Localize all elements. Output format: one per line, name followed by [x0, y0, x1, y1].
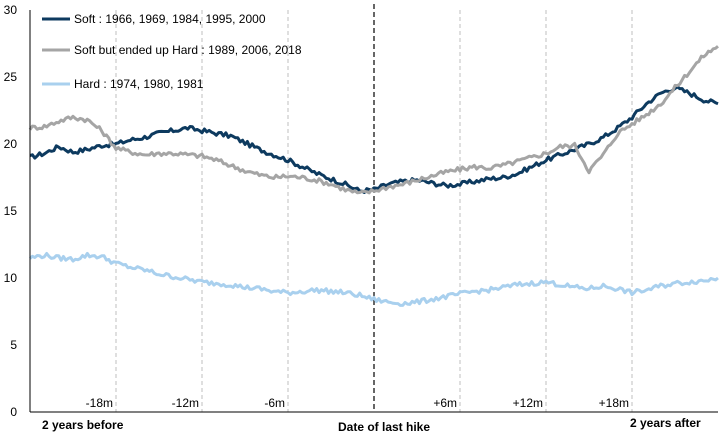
series-line-0 — [29, 85, 719, 194]
marker-label-4: +12m — [513, 396, 543, 410]
legend: Soft : 1966, 1969, 1984, 1995, 2000 Soft … — [42, 12, 302, 91]
y-tick-label-4: 20 — [4, 137, 18, 151]
y-axis — [29, 10, 718, 413]
y-tick-labels: 0 5 10 15 20 25 30 — [4, 3, 18, 419]
marker-lines: -18m -12m -6m +6m +12m +18m — [86, 4, 633, 412]
y-tick-label-1: 5 — [10, 338, 17, 352]
y-tick-label-2: 10 — [4, 271, 18, 285]
marker-label-5: +18m — [599, 396, 629, 410]
y-tick-label-5: 25 — [4, 70, 18, 84]
x-label-start: 2 years before — [42, 418, 124, 432]
series-line-2 — [28, 251, 719, 307]
y-tick-label-3: 15 — [4, 204, 18, 218]
legend-label-2: Hard : 1974, 1980, 1981 — [74, 77, 204, 91]
y-tick-label-6: 30 — [4, 3, 18, 17]
series-layer — [28, 45, 719, 307]
x-label-end: 2 years after — [630, 416, 701, 430]
x-labels: 2 years before Date of last hike 2 years… — [42, 416, 701, 434]
legend-label-0: Soft : 1966, 1969, 1984, 1995, 2000 — [74, 12, 266, 26]
marker-label-1: -12m — [172, 396, 199, 410]
marker-label-2: -6m — [264, 396, 285, 410]
x-label-center: Date of last hike — [338, 420, 430, 434]
marker-label-3: +6m — [433, 396, 457, 410]
y-tick-label-0: 0 — [10, 405, 17, 419]
series-line-1 — [28, 45, 719, 195]
legend-label-1: Soft but ended up Hard : 1989, 2006, 201… — [74, 43, 302, 57]
marker-label-0: -18m — [86, 396, 113, 410]
